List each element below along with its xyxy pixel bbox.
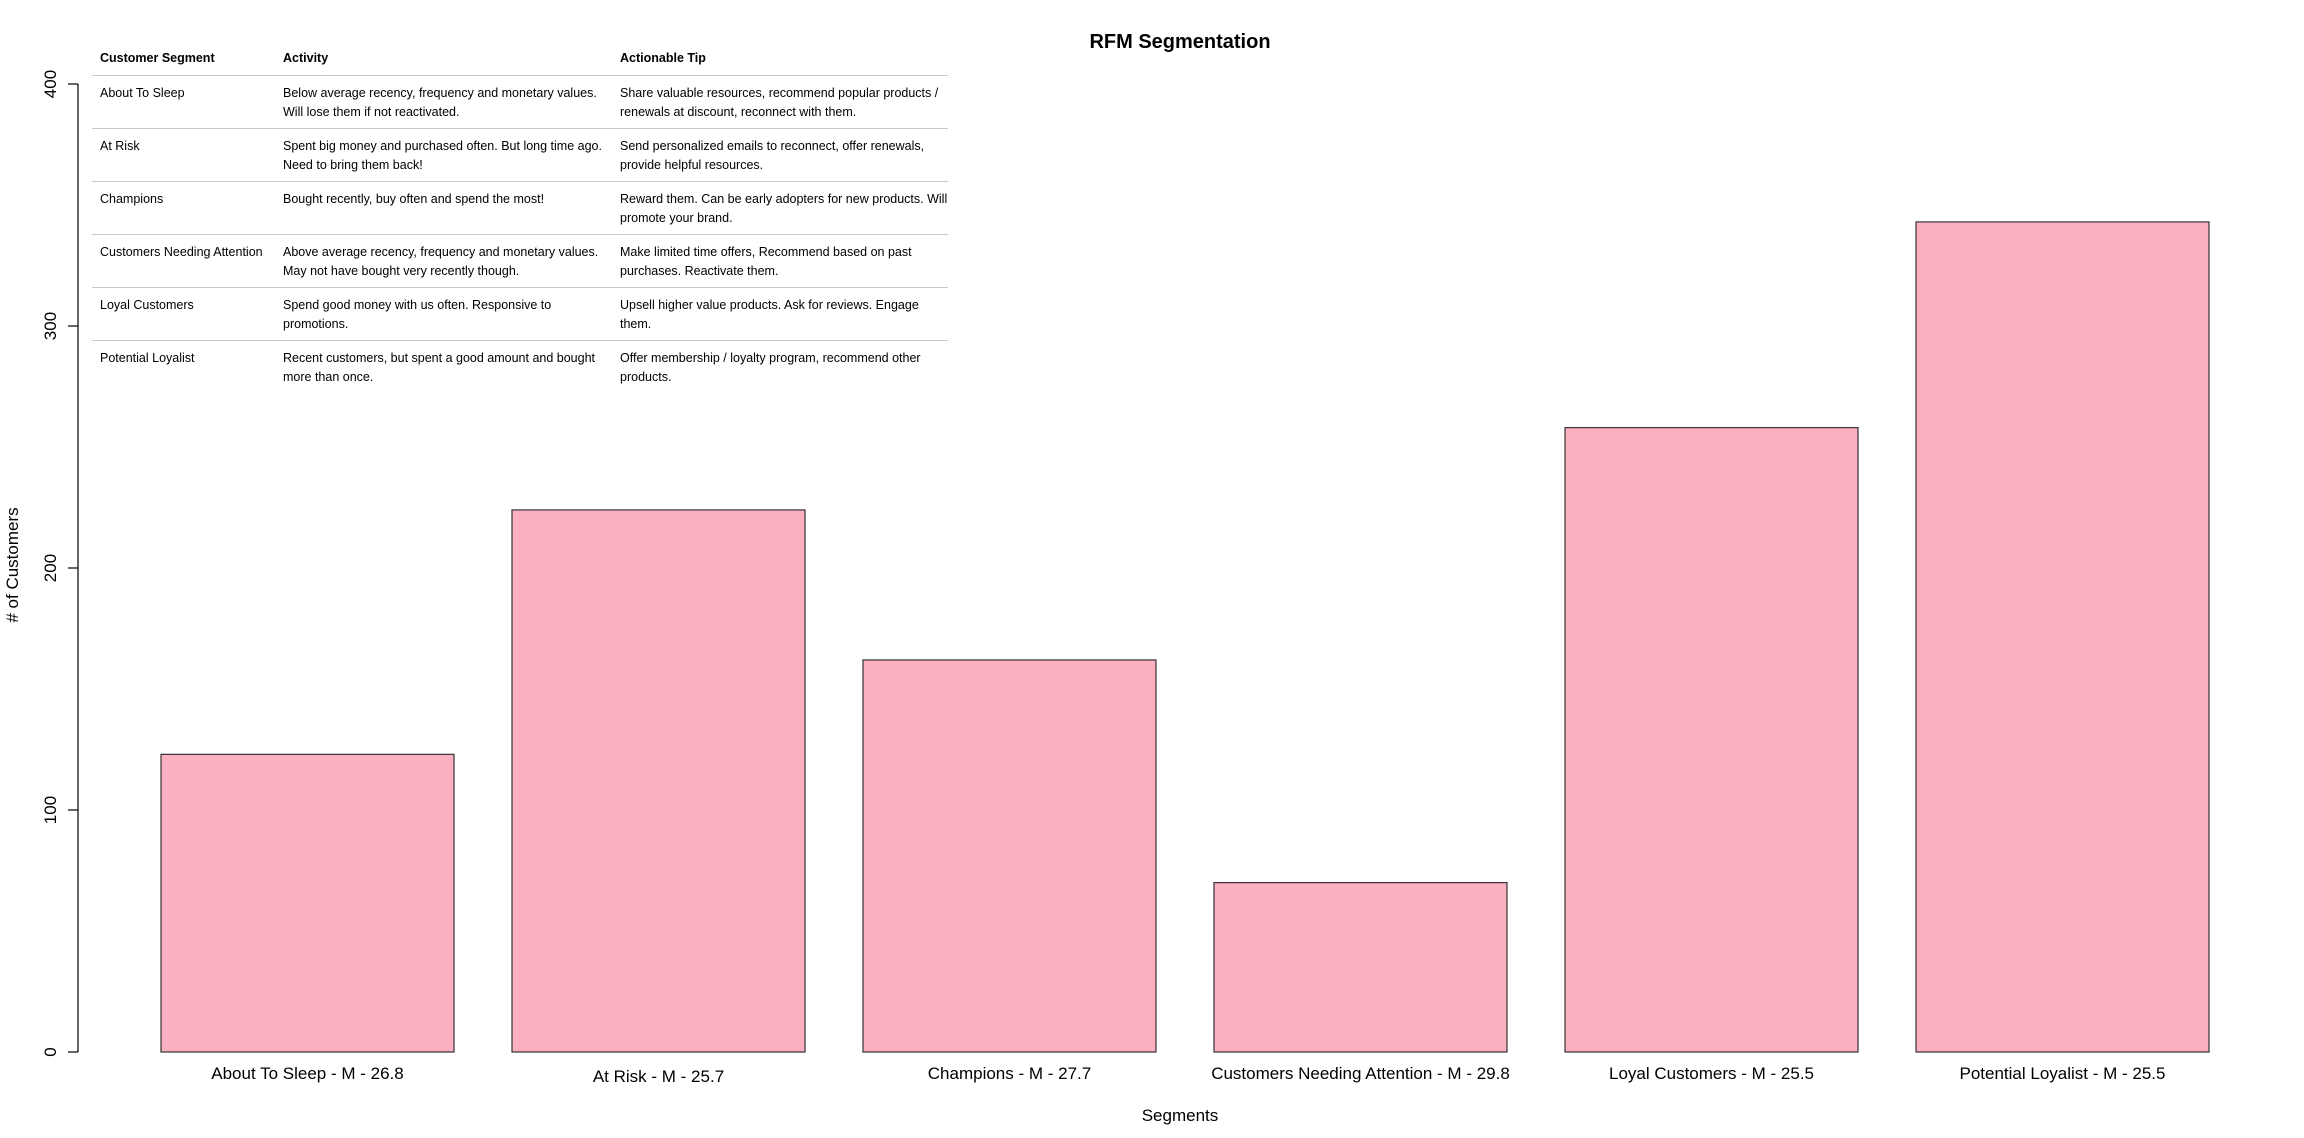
segment-tip: Send personalized emails to reconnect, o… (620, 139, 925, 172)
bar (862, 659, 1157, 1053)
bar (1915, 221, 2210, 1053)
y-tick-label: 300 (41, 312, 60, 340)
x-axis-title: Segments (1142, 1106, 1219, 1125)
segment-tip: Offer membership / loyalty program, reco… (620, 351, 921, 384)
y-tick-label: 400 (41, 70, 60, 98)
segment-tip: Share valuable resources, recommend popu… (620, 86, 939, 119)
header-actionable-tip: Actionable Tip (620, 51, 706, 65)
legend-table-row: Loyal Customers Spend good money with us… (92, 288, 948, 341)
segment-name: Potential Loyalist (100, 351, 195, 365)
segment-tip: Upsell higher value products. Ask for re… (620, 298, 919, 331)
x-category-label: At Risk - M - 25.7 (593, 1067, 724, 1086)
legend-table-row: At Risk Spent big money and purchased of… (92, 129, 948, 182)
bar (1213, 881, 1508, 1053)
x-category-label: Potential Loyalist - M - 25.5 (1960, 1064, 2166, 1083)
chart-title: RFM Segmentation (1089, 31, 1270, 53)
segment-activity: Below average recency, frequency and mon… (283, 86, 597, 119)
legend-table-row: About To Sleep Below average recency, fr… (92, 76, 948, 129)
legend-table-header: Customer Segment Activity Actionable Tip (92, 42, 948, 76)
segment-legend-table: Customer Segment Activity Actionable Tip… (92, 42, 948, 394)
segment-name: Champions (100, 192, 164, 206)
x-category-label: About To Sleep - M - 26.8 (211, 1064, 403, 1083)
bar-group (160, 221, 2210, 1053)
segment-tip: Make limited time offers, Recommend base… (620, 245, 912, 278)
x-axis-labels: About To Sleep - M - 26.8 At Risk - M - 2… (211, 1064, 2165, 1086)
bar (1564, 427, 1859, 1053)
header-customer-segment: Customer Segment (100, 51, 215, 65)
y-axis: 0 100 200 300 400 (41, 70, 79, 1057)
y-axis-title: # of Customers (3, 507, 22, 622)
x-category-label: Loyal Customers - M - 25.5 (1609, 1064, 1814, 1083)
y-tick-label: 0 (41, 1047, 60, 1056)
bar (511, 509, 806, 1053)
y-tick-label: 100 (41, 796, 60, 824)
x-category-label: Champions - M - 27.7 (928, 1064, 1091, 1083)
segment-name: Customers Needing Attention (100, 245, 263, 259)
legend-table-row: Potential Loyalist Recent customers, but… (92, 341, 948, 394)
legend-table-row: Customers Needing Attention Above averag… (92, 235, 948, 288)
segment-activity: Recent customers, but spent a good amoun… (283, 351, 596, 384)
segment-activity: Spent big money and purchased often. But… (283, 139, 602, 172)
header-activity: Activity (283, 51, 329, 65)
legend-table-row: Champions Bought recently, buy often and… (92, 182, 948, 235)
segment-activity: Bought recently, buy often and spend the… (283, 192, 545, 206)
x-category-label: Customers Needing Attention - M - 29.8 (1211, 1064, 1510, 1083)
segment-name: Loyal Customers (100, 298, 194, 312)
segment-name: About To Sleep (100, 86, 185, 100)
segment-activity: Spend good money with us often. Responsi… (283, 298, 552, 331)
y-tick-label: 200 (41, 554, 60, 582)
bar (160, 753, 455, 1053)
segment-name: At Risk (100, 139, 140, 153)
segment-tip: Reward them. Can be early adopters for n… (620, 192, 948, 225)
segment-activity: Above average recency, frequency and mon… (283, 245, 599, 278)
